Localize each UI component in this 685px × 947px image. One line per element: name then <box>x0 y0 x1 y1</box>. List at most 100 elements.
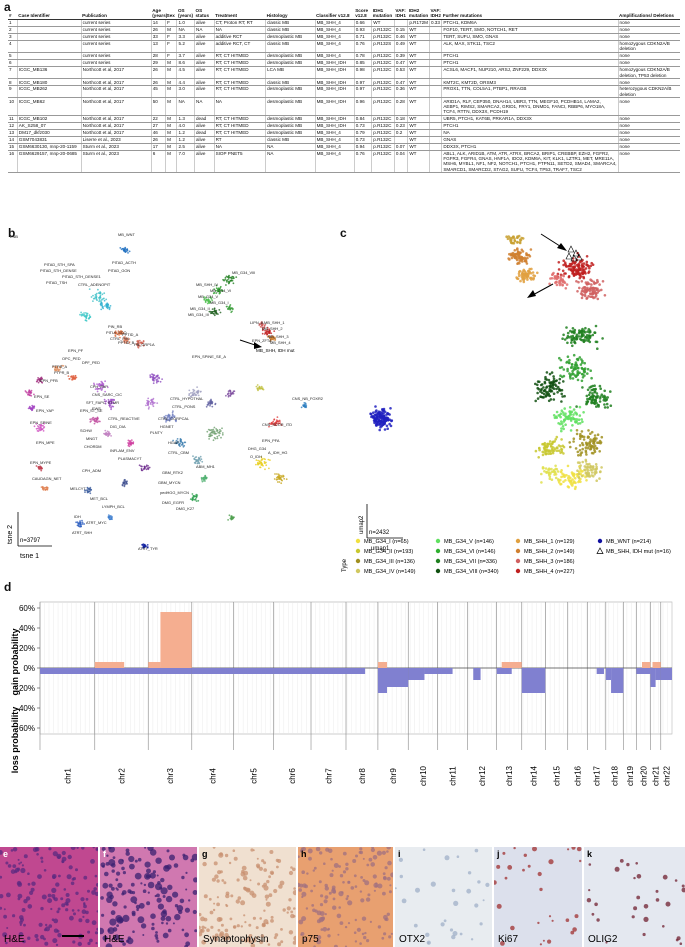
micrograph-cell <box>210 925 214 929</box>
table-cell: 10 <box>8 97 18 116</box>
umap-point <box>585 462 588 466</box>
umap-cluster <box>554 464 588 491</box>
umap-point <box>589 369 592 372</box>
idh-triangle <box>572 249 580 257</box>
micrograph-cell <box>0 894 4 899</box>
micrograph-cell <box>17 858 20 861</box>
micrograph-cell <box>57 855 61 859</box>
tsne-point <box>303 404 305 406</box>
umap-point <box>372 411 375 414</box>
table-cell: none <box>617 122 680 130</box>
umap-point <box>582 368 586 372</box>
micrograph-cell <box>149 849 157 856</box>
umap-point <box>591 388 595 392</box>
micrograph-cell <box>504 876 508 880</box>
tsne-point <box>36 378 39 381</box>
umap-point <box>593 384 596 387</box>
table-cell: MB_SHH_IDH <box>314 59 355 67</box>
table-header-cell: Classifier v12.8 <box>315 8 355 20</box>
umap-point <box>598 384 602 388</box>
umap-point <box>513 239 517 243</box>
table-cell: additive RCT, CT <box>213 40 266 53</box>
micrograph-cell <box>69 915 74 921</box>
table-cell: none <box>617 26 680 34</box>
tsne-cluster <box>258 321 267 329</box>
table-header-cell: IDH2 mutation <box>407 8 430 20</box>
tsne-point <box>27 393 30 396</box>
umap-point <box>383 421 386 424</box>
legend-dot-icon <box>435 548 441 554</box>
table-cell: 13 <box>150 40 166 53</box>
tsne-point <box>264 458 266 461</box>
micrograph-cell <box>368 857 373 862</box>
umap-point <box>564 287 568 290</box>
micrograph-cell <box>333 944 338 947</box>
micrograph-cell <box>150 913 156 919</box>
micrograph-cell <box>87 941 91 946</box>
cnv-gain-bar <box>641 662 651 668</box>
tsne-cluster-label: EPN_SE <box>34 394 50 399</box>
tsne-point <box>278 481 281 483</box>
tsne-point <box>199 459 202 462</box>
table-cell: NA <box>176 97 195 116</box>
tsne-point <box>213 311 216 313</box>
umap-point <box>586 397 589 401</box>
tsne-point <box>260 385 263 388</box>
tsne-point <box>99 294 102 297</box>
umap-point <box>582 265 585 268</box>
tsne-point <box>155 381 158 384</box>
table-cell: 5 <box>8 52 18 60</box>
umap-point <box>557 478 560 481</box>
micrograph-cell <box>474 903 479 908</box>
umap-point <box>588 292 592 295</box>
table-cell: PTCH1, KDM6A <box>441 19 619 27</box>
micrograph-cell <box>113 934 120 941</box>
micrograph-cell <box>53 918 59 924</box>
table-cell: 28 <box>150 52 166 60</box>
micrograph-cell <box>386 847 391 850</box>
tsne-point <box>195 456 198 458</box>
umap-point <box>522 268 526 272</box>
legend-item-label: MB_WNT (n=214) <box>606 539 651 545</box>
micrograph-cell <box>89 938 93 943</box>
tsne-point <box>229 395 232 397</box>
micrograph-cell <box>202 861 207 867</box>
legend-dot-icon <box>355 538 361 544</box>
umap-point <box>549 449 553 453</box>
micrograph-cell <box>390 872 393 878</box>
table-cell: ABL1, ALK, ARID1B, ATM, ATR, ATRX, BRCA2… <box>441 150 619 174</box>
tsne-point <box>99 291 101 293</box>
tsne-cluster-label: PITAD_GON <box>108 268 130 273</box>
micrograph-cell <box>193 877 197 883</box>
tsne-cluster <box>113 330 125 339</box>
micrograph-cell <box>388 890 392 894</box>
tsne-cluster-label: LYMPH_BCL <box>102 504 126 509</box>
tsne-cluster-label: MB_G34_II <box>190 306 210 311</box>
micrograph-cell <box>267 943 271 946</box>
tsne-point <box>285 478 288 481</box>
micrograph-cell <box>7 864 12 868</box>
umap-point <box>595 479 598 482</box>
tsne-cluster <box>35 465 43 472</box>
micrograph-cell <box>354 940 358 943</box>
legend-dot-icon <box>435 558 441 564</box>
tsne-point <box>39 380 42 382</box>
cnv-loss-bar <box>345 668 366 674</box>
tsne-n-label: n=3797 <box>20 538 41 544</box>
umap-point <box>593 331 597 334</box>
table-cell: 6 <box>8 59 18 67</box>
micrograph-cell <box>315 847 321 852</box>
tsne-point <box>28 406 31 409</box>
table-cell: dead <box>194 129 215 137</box>
umap-point <box>591 392 594 395</box>
umap-point <box>557 449 561 452</box>
micrograph-cell <box>147 891 150 894</box>
table-cell: PTCH1 <box>441 52 619 60</box>
cnv-gain-bar <box>501 662 522 668</box>
table-cell: WT <box>407 150 430 174</box>
umap-point <box>575 418 579 421</box>
table-cell: RT; CT HITMED <box>213 129 266 137</box>
tsne-point <box>33 425 36 428</box>
cnv-loss-bar <box>660 668 672 680</box>
legend-item-label: MB_G34_VIII (n=340) <box>444 569 499 575</box>
